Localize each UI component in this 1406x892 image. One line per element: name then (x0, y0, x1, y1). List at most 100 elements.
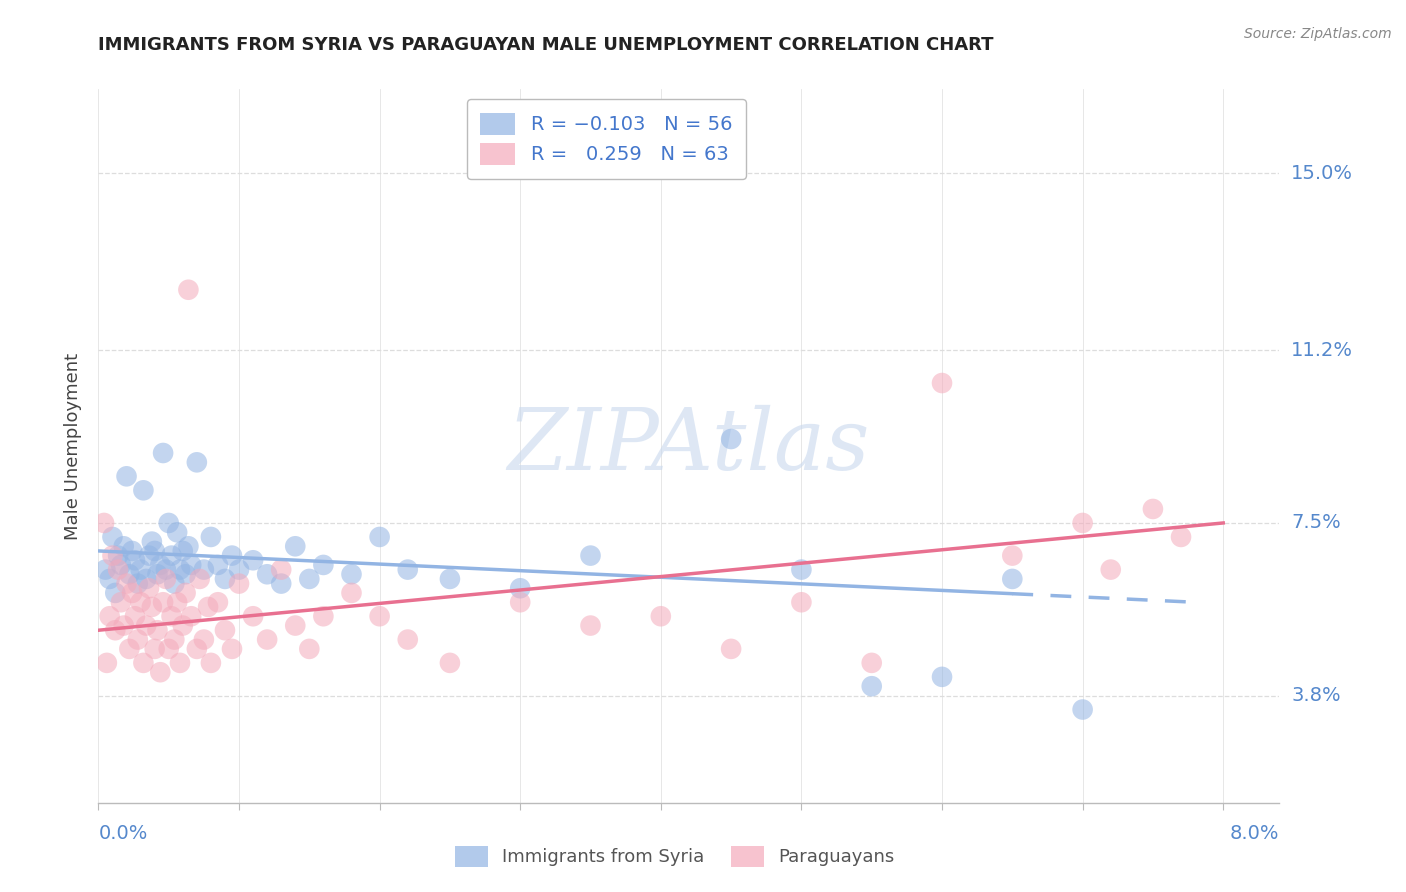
Point (270, 576, 292, 591)
Point (186, 641, 208, 656)
Legend: Immigrants from Syria, Paraguayans: Immigrants from Syria, Paraguayans (449, 838, 901, 874)
Point (172, 544, 194, 558)
Point (104, 624, 127, 638)
Point (118, 567, 141, 582)
Point (177, 283, 200, 297)
Point (163, 632, 186, 647)
Point (284, 539, 307, 553)
Point (1071, 516, 1094, 530)
Point (141, 534, 163, 549)
Legend: R = −0.103   N = 56, R =   0.259   N = 63: R = −0.103 N = 56, R = 0.259 N = 63 (467, 99, 747, 178)
Point (94, 563, 117, 577)
Text: 0.0%: 0.0% (98, 824, 148, 843)
Point (221, 641, 243, 656)
Point (214, 572, 236, 586)
Text: 8.0%: 8.0% (1230, 824, 1279, 843)
Point (242, 553, 264, 567)
Point (152, 595, 174, 609)
Point (110, 595, 132, 609)
Point (1170, 530, 1192, 544)
Point (509, 595, 531, 609)
Point (188, 572, 211, 586)
Text: 7.5%: 7.5% (1291, 514, 1341, 533)
Text: Source: ZipAtlas.com: Source: ZipAtlas.com (1244, 27, 1392, 41)
Point (135, 618, 157, 632)
Point (141, 599, 163, 614)
Point (101, 549, 124, 563)
Point (650, 609, 672, 624)
Point (1142, 502, 1164, 516)
Point (931, 376, 953, 390)
Point (157, 516, 180, 530)
Point (284, 618, 307, 632)
Point (207, 595, 229, 609)
Text: ZIPAtlas: ZIPAtlas (508, 405, 870, 487)
Point (149, 665, 172, 680)
Point (124, 609, 146, 624)
Point (118, 641, 141, 656)
Point (579, 549, 602, 563)
Point (256, 567, 278, 582)
Point (1071, 702, 1094, 716)
Point (1099, 563, 1122, 577)
Point (180, 558, 202, 572)
Point (163, 576, 186, 591)
Point (200, 530, 222, 544)
Point (152, 446, 174, 460)
Point (104, 586, 127, 600)
Text: 15.0%: 15.0% (1291, 163, 1353, 183)
Point (396, 632, 419, 647)
Point (155, 563, 177, 577)
Point (368, 609, 391, 624)
Point (790, 563, 813, 577)
Point (312, 609, 335, 624)
Point (396, 563, 419, 577)
Point (860, 656, 883, 670)
Point (193, 563, 215, 577)
Point (132, 656, 155, 670)
Point (157, 641, 180, 656)
Point (124, 553, 146, 567)
Point (256, 632, 278, 647)
Y-axis label: Male Unemployment: Male Unemployment (65, 352, 83, 540)
Point (931, 670, 953, 684)
Point (110, 558, 132, 572)
Point (228, 576, 250, 591)
Point (172, 618, 194, 632)
Point (180, 609, 202, 624)
Point (143, 544, 166, 558)
Point (197, 599, 219, 614)
Point (138, 549, 160, 563)
Point (177, 539, 200, 553)
Point (221, 549, 243, 563)
Point (98, 609, 121, 624)
Point (720, 432, 742, 446)
Point (790, 595, 813, 609)
Point (340, 567, 363, 582)
Point (214, 624, 236, 638)
Point (270, 563, 292, 577)
Point (340, 586, 363, 600)
Point (439, 572, 461, 586)
Text: 11.2%: 11.2% (1291, 341, 1353, 359)
Point (149, 558, 172, 572)
Point (439, 656, 461, 670)
Point (127, 576, 149, 591)
Point (200, 656, 222, 670)
Point (146, 567, 169, 582)
Point (138, 581, 160, 595)
Point (579, 618, 602, 632)
Point (132, 483, 155, 498)
Point (135, 572, 157, 586)
Point (174, 586, 197, 600)
Point (107, 549, 129, 563)
Point (1001, 572, 1024, 586)
Point (121, 544, 143, 558)
Point (155, 572, 177, 586)
Point (298, 572, 321, 586)
Point (298, 641, 321, 656)
Point (143, 641, 166, 656)
Point (368, 530, 391, 544)
Point (860, 679, 883, 693)
Point (174, 567, 197, 582)
